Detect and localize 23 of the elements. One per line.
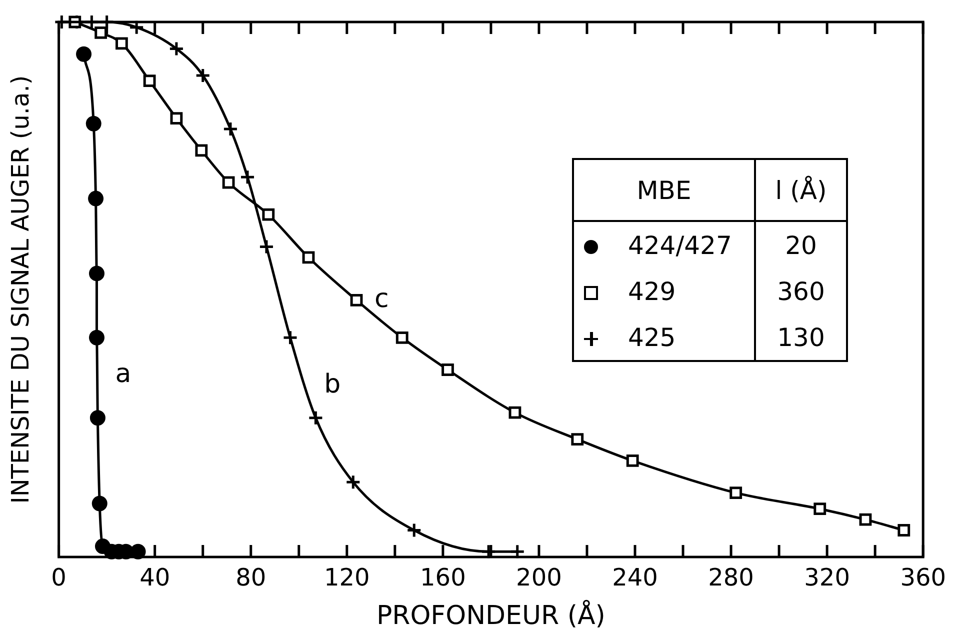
x-tick-label: 40 xyxy=(140,564,170,592)
annotation: 360 xyxy=(755,268,847,314)
legend-title: MBE xyxy=(573,159,755,221)
annotation: b xyxy=(324,370,341,400)
annotation: c xyxy=(374,284,389,314)
legend-label: 425 xyxy=(628,322,676,352)
x-tick-label: 120 xyxy=(324,564,370,592)
annotation: a xyxy=(115,358,132,389)
annotation: 20 xyxy=(755,221,847,268)
x-tick-label: 280 xyxy=(708,564,754,592)
x-axis-title: PROFONDEUR (Å) xyxy=(376,599,606,632)
x-tick-label: 360 xyxy=(900,564,946,592)
y-axis-title: INTENSITE DU SIGNAL AUGER (u.a.) xyxy=(6,75,35,504)
x-tick-label: 80 xyxy=(236,564,266,592)
x-tick-label: 160 xyxy=(420,564,466,592)
x-tick-label: 0 xyxy=(51,564,66,592)
x-tick-label: 200 xyxy=(516,564,562,592)
legend-label: 429 xyxy=(628,276,676,306)
legend-label: 424/427 xyxy=(628,230,732,260)
x-tick-label: 240 xyxy=(612,564,658,592)
annotation: 130 xyxy=(755,314,847,361)
x-tick-label: 320 xyxy=(804,564,850,592)
annotation: l (Å) xyxy=(755,159,847,221)
